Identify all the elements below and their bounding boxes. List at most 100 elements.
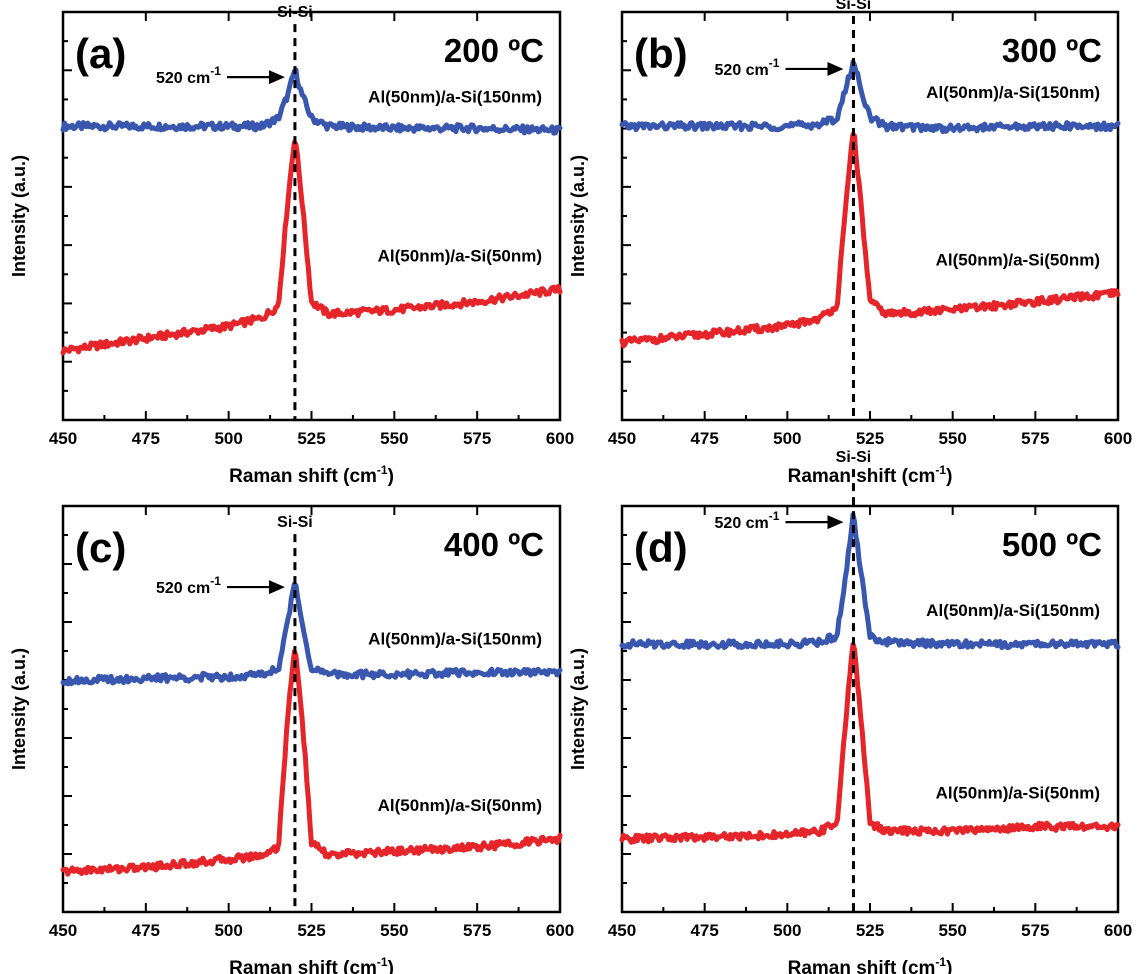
x-tick-label-d-450: 450: [608, 921, 636, 940]
x-tick-label-c-550: 550: [380, 921, 408, 940]
x-tick-label-a-600: 600: [546, 429, 574, 448]
series-line-c-a-si-150nm: [60, 581, 563, 687]
series-line-a-a-si-50nm: [60, 139, 563, 356]
x-axis-label-sup-b: -1: [935, 463, 946, 477]
peak-annotation-main-d: 520 cm: [715, 515, 769, 532]
series-label-a-a-si-150nm: Al(50nm)/a-Si(150nm): [368, 87, 542, 106]
si-si-label-c: Si-Si: [277, 514, 313, 531]
series-group-d: [619, 512, 1121, 845]
series-group-b: [619, 59, 1121, 349]
x-tick-label-b-475: 475: [690, 429, 718, 448]
peak-annotation-a: 520 cm-1: [156, 64, 221, 87]
series-line-a-a-si-150nm: [60, 67, 563, 136]
x-tick-label-b-525: 525: [856, 429, 884, 448]
y-axis-label-c: Intensity (a.u.): [9, 648, 29, 770]
x-axis-label-main-a: Raman shift (cm: [229, 466, 377, 487]
x-tick-label-d-550: 550: [938, 921, 966, 940]
panel-tag-c: (c): [75, 524, 126, 571]
x-axis-label-a: Raman shift (cm-1): [229, 463, 394, 487]
y-axis-label-d: Intensity (a.u.): [568, 648, 588, 770]
x-tick-label-d-525: 525: [856, 921, 884, 940]
peak-annotation-c: 520 cm-1: [156, 574, 221, 597]
panel-tag-b: (b): [634, 30, 688, 77]
series-label-d-a-si-50nm: Al(50nm)/a-Si(50nm): [936, 784, 1100, 803]
peak-annotation-sup-b: -1: [769, 56, 780, 70]
peak-annotation-b: 520 cm-1: [715, 56, 780, 79]
series-line-d-a-si-50nm: [619, 641, 1121, 845]
arrow-head-b: [827, 61, 844, 76]
y-axis-label-a: Intensity (a.u.): [9, 155, 29, 277]
x-tick-label-b-600: 600: [1104, 429, 1132, 448]
si-si-label-a: Si-Si: [277, 4, 313, 21]
peak-annotation-d: 520 cm-1: [715, 509, 780, 532]
series-label-b-a-si-50nm: Al(50nm)/a-Si(50nm): [936, 251, 1100, 270]
x-tick-label-d-500: 500: [773, 921, 801, 940]
peak-annotation-sup-c: -1: [210, 574, 221, 588]
x-tick-label-c-575: 575: [463, 921, 491, 940]
x-tick-label-b-550: 550: [938, 429, 966, 448]
series-label-b-a-si-150nm: Al(50nm)/a-Si(150nm): [926, 83, 1100, 102]
x-axis-label-d: Raman shift (cm-1): [788, 955, 953, 974]
series-label-c-a-si-150nm: Al(50nm)/a-Si(150nm): [368, 629, 542, 648]
x-axis-label-main-b: Raman shift (cm: [788, 466, 936, 487]
x-axis-label-sup-c: -1: [377, 955, 388, 969]
series-label-d-a-si-150nm: Al(50nm)/a-Si(150nm): [926, 601, 1100, 620]
peak-annotation-sup-d: -1: [769, 509, 780, 523]
y-axis-label-b: Intensity (a.u.): [568, 155, 588, 277]
x-tick-label-a-525: 525: [297, 429, 325, 448]
x-axis-label-end-b: ): [946, 466, 952, 487]
x-axis-label-sup-a: -1: [377, 463, 388, 477]
si-si-label-d: Si-Si: [836, 449, 872, 466]
temperature-label-d: 500 ºC: [1002, 526, 1102, 563]
x-axis-label-main-c: Raman shift (cm: [229, 958, 377, 974]
series-group-c: [60, 581, 563, 877]
series-label-c-a-si-50nm: Al(50nm)/a-Si(50nm): [378, 796, 542, 815]
x-tick-label-b-500: 500: [773, 429, 801, 448]
x-tick-label-d-575: 575: [1021, 921, 1049, 940]
plot-frame-c: [61, 504, 562, 914]
x-tick-label-c-475: 475: [132, 921, 160, 940]
arrow-head-d: [827, 515, 844, 530]
series-line-c-a-si-50nm: [60, 649, 563, 877]
peak-annotation-main-c: 520 cm: [156, 580, 210, 597]
plot-frame-b: [620, 10, 1120, 422]
temperature-label-a: 200 ºC: [444, 32, 544, 69]
x-axis-label-end-d: ): [946, 958, 952, 974]
x-tick-label-c-525: 525: [297, 921, 325, 940]
x-tick-label-a-550: 550: [380, 429, 408, 448]
plot-frame-d: [620, 504, 1120, 914]
panel-tag-a: (a): [75, 30, 126, 77]
x-tick-label-c-500: 500: [214, 921, 242, 940]
x-axis-label-b: Raman shift (cm-1): [788, 463, 953, 487]
x-axis-label-sup-d: -1: [935, 955, 946, 969]
x-tick-label-a-575: 575: [463, 429, 491, 448]
panel-tag-d: (d): [634, 524, 688, 571]
x-axis-label-end-a: ): [388, 466, 394, 487]
arrow-head-c: [268, 580, 285, 595]
series-line-b-a-si-50nm: [619, 131, 1121, 349]
x-tick-label-a-500: 500: [214, 429, 242, 448]
x-tick-label-a-475: 475: [132, 429, 160, 448]
series-label-a-a-si-50nm: Al(50nm)/a-Si(50nm): [378, 246, 542, 265]
x-tick-label-a-450: 450: [49, 429, 77, 448]
x-tick-label-d-600: 600: [1104, 921, 1132, 940]
peak-annotation-main-b: 520 cm: [715, 62, 769, 79]
x-axis-label-c: Raman shift (cm-1): [229, 955, 394, 974]
x-tick-label-c-450: 450: [49, 921, 77, 940]
series-group-a: [60, 67, 563, 356]
series-line-d-a-si-150nm: [619, 512, 1121, 651]
peak-annotation-sup-a: -1: [210, 64, 221, 78]
x-tick-label-d-475: 475: [690, 921, 718, 940]
x-axis-label-main-d: Raman shift (cm: [788, 958, 936, 974]
x-tick-label-b-575: 575: [1021, 429, 1049, 448]
x-axis-label-end-c: ): [388, 958, 394, 974]
si-si-label-b: Si-Si: [836, 0, 872, 13]
x-tick-label-c-600: 600: [546, 921, 574, 940]
temperature-label-b: 300 ºC: [1002, 32, 1102, 69]
peak-annotation-main-a: 520 cm: [156, 70, 210, 87]
